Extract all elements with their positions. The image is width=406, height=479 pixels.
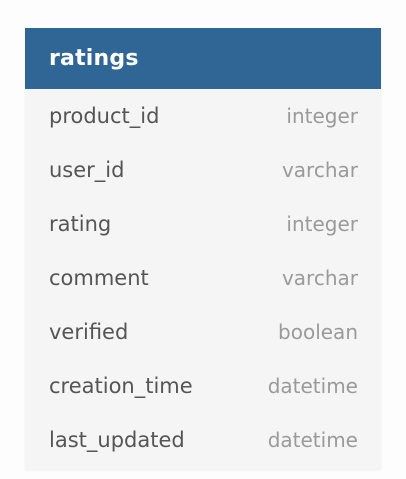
column-row: user_id varchar <box>25 143 381 197</box>
column-row: comment varchar <box>25 251 381 305</box>
column-name: user_id <box>49 158 125 182</box>
column-name: verified <box>49 320 129 344</box>
column-row: rating integer <box>25 197 381 251</box>
entity-table-card: ratings product_id integer user_id varch… <box>25 28 381 469</box>
column-type: varchar <box>281 266 358 290</box>
column-name: creation_time <box>49 374 193 398</box>
column-name: last_updated <box>49 428 185 452</box>
column-type: datetime <box>267 374 358 398</box>
column-row: last_updated datetime <box>25 413 381 467</box>
table-header: ratings <box>25 28 381 89</box>
column-type: varchar <box>281 158 358 182</box>
column-type: boolean <box>278 320 358 344</box>
column-type: integer <box>286 104 358 128</box>
column-name: rating <box>49 212 112 236</box>
table-title: ratings <box>49 46 139 71</box>
column-list: product_id integer user_id varchar ratin… <box>25 89 381 467</box>
column-type: datetime <box>267 428 358 452</box>
column-name: comment <box>49 266 149 290</box>
column-row: verified boolean <box>25 305 381 359</box>
column-name: product_id <box>49 104 160 128</box>
column-row: creation_time datetime <box>25 359 381 413</box>
column-type: integer <box>286 212 358 236</box>
column-row: product_id integer <box>25 89 381 143</box>
